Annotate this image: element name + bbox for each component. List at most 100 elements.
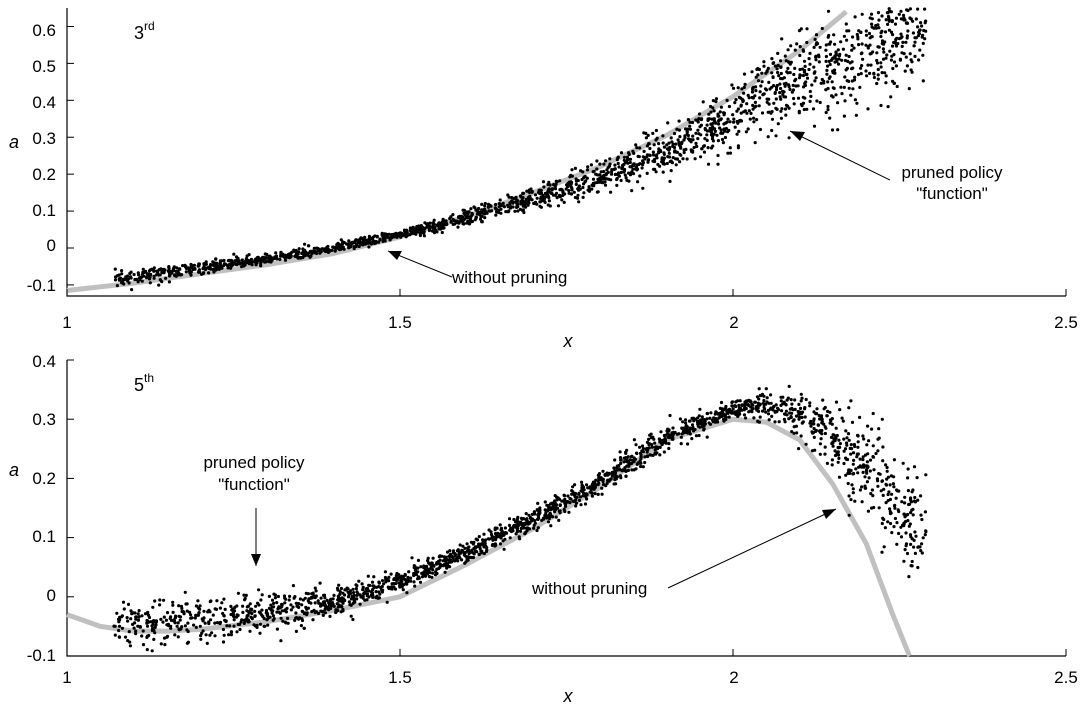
scatter-point xyxy=(877,472,881,476)
scatter-point xyxy=(713,129,718,133)
scatter-point xyxy=(850,420,855,424)
scatter-point xyxy=(905,21,910,25)
scatter-point xyxy=(780,409,784,413)
scatter-point xyxy=(854,113,859,117)
scatter-point xyxy=(301,250,305,254)
scatter-point xyxy=(728,120,732,124)
scatter-point xyxy=(146,620,151,624)
scatter-point xyxy=(140,634,144,638)
scatter-point xyxy=(541,517,546,521)
scatter-point xyxy=(328,604,332,608)
scatter-point xyxy=(693,157,697,161)
scatter-point xyxy=(803,415,807,419)
scatter-point xyxy=(480,551,484,555)
scatter-point xyxy=(524,511,528,516)
scatter-point xyxy=(200,617,204,621)
scatter-point xyxy=(443,570,447,574)
scatter-point xyxy=(883,526,888,530)
scatter-point xyxy=(329,598,333,602)
scatter-point xyxy=(294,249,298,253)
scatter-point xyxy=(818,429,822,433)
scatter-point xyxy=(661,170,665,174)
scatter-point xyxy=(837,475,842,479)
scatter-point xyxy=(811,107,816,111)
scatter-point xyxy=(877,26,881,30)
scatter-point xyxy=(771,405,776,409)
scatter-point xyxy=(696,137,700,141)
scatter-point xyxy=(378,592,382,596)
scatter-point xyxy=(482,545,486,549)
scatter-point xyxy=(791,88,796,92)
scatter-point xyxy=(851,462,855,466)
scatter-point xyxy=(538,506,542,510)
scatter-point xyxy=(335,245,339,249)
scatter-point xyxy=(598,178,603,182)
scatter-point xyxy=(355,597,359,601)
scatter-point xyxy=(299,256,303,260)
scatter-point xyxy=(560,198,564,202)
scatter-point xyxy=(346,595,351,599)
scatter-point xyxy=(845,443,849,447)
scatter-point xyxy=(735,132,739,136)
scatter-point xyxy=(866,63,870,67)
scatter-point xyxy=(877,436,881,440)
scatter-point xyxy=(384,232,388,236)
scatter-point xyxy=(363,590,367,594)
scatter-point xyxy=(792,72,796,77)
scatter-point xyxy=(749,111,753,115)
scatter-point xyxy=(847,54,851,59)
scatter-point xyxy=(707,112,711,116)
scatter-point xyxy=(750,90,755,94)
scatter-point xyxy=(426,556,430,560)
scatter-point xyxy=(762,60,766,64)
scatter-point xyxy=(561,193,565,198)
scatter-point xyxy=(280,603,284,607)
scatter-point xyxy=(406,578,410,582)
scatter-point xyxy=(351,587,355,591)
scatter-point xyxy=(634,443,638,447)
scatter-point xyxy=(735,119,739,124)
scatter-point xyxy=(283,608,287,612)
scatter-point xyxy=(303,596,307,600)
scatter-point xyxy=(644,447,648,452)
scatter-point xyxy=(711,127,715,131)
scatter-point xyxy=(807,67,811,72)
scatter-point xyxy=(116,617,121,621)
scatter-point xyxy=(635,451,639,456)
scatter-point xyxy=(571,485,575,489)
scatter-point xyxy=(345,586,349,590)
scatter-point xyxy=(603,473,607,477)
scatter-point xyxy=(767,418,771,422)
scatter-point xyxy=(217,267,221,271)
scatter-point xyxy=(298,597,302,601)
x-tick-label: 2 xyxy=(729,313,738,332)
scatter-point xyxy=(180,273,184,277)
scatter-point xyxy=(117,624,122,628)
scatter-point xyxy=(373,234,377,238)
scatter-point xyxy=(864,33,869,37)
scatter-point xyxy=(278,606,282,610)
scatter-point xyxy=(331,245,335,249)
scatter-point xyxy=(127,630,131,634)
scatter-point xyxy=(404,580,408,584)
scatter-point xyxy=(860,51,864,55)
scatter-point xyxy=(842,449,846,453)
scatter-point xyxy=(901,523,905,527)
scatter-point xyxy=(919,494,923,498)
scatter-point xyxy=(431,568,435,572)
scatter-point xyxy=(763,407,767,411)
scatter-point xyxy=(173,621,177,625)
scatter-point xyxy=(330,248,334,252)
scatter-point xyxy=(760,392,765,396)
scatter-point xyxy=(371,584,375,588)
scatter-point xyxy=(338,248,342,252)
scatter-point xyxy=(782,82,786,86)
scatter-point xyxy=(207,265,211,269)
scatter-point xyxy=(838,408,842,412)
scatter-point xyxy=(891,33,895,37)
scatter-point xyxy=(814,412,818,416)
scatter-point xyxy=(751,107,755,111)
scatter-point xyxy=(194,625,198,630)
scatter-point xyxy=(587,189,592,193)
scatter-point xyxy=(912,465,917,469)
